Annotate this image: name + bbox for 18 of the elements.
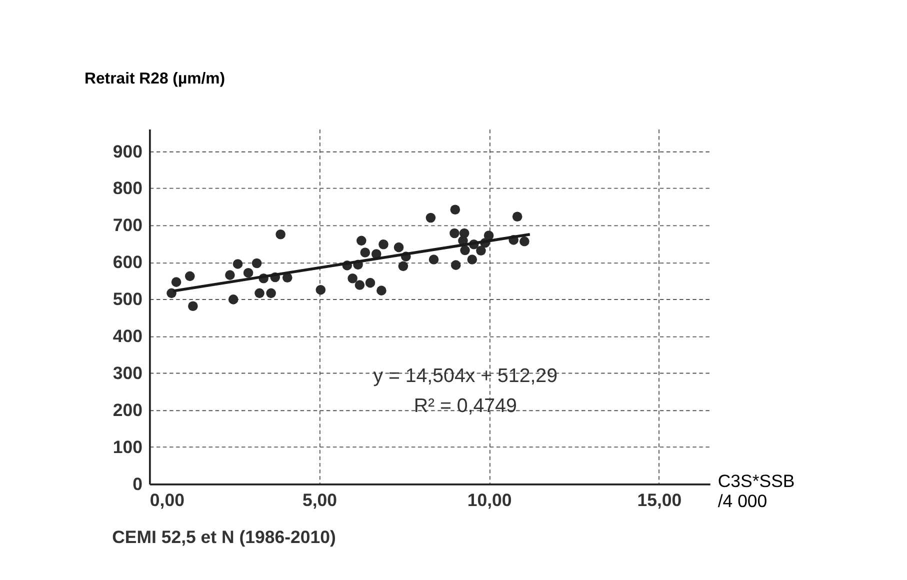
y-tick-label: 500 xyxy=(112,289,143,310)
x-tick-label: 10,00 xyxy=(467,490,512,510)
y-tick-label: 100 xyxy=(112,437,143,458)
y-tick-label: 300 xyxy=(112,363,143,384)
annotation: R² = 0,4749 xyxy=(414,395,517,418)
x-axis-title: C3S*SSB /4 000 xyxy=(718,471,795,511)
x-tick-label: 15,00 xyxy=(637,490,682,510)
y-tick-label: 0 xyxy=(132,474,143,494)
y-tick-label: 900 xyxy=(112,141,143,162)
y-tick-label: 200 xyxy=(112,400,143,420)
y-tick-label: 700 xyxy=(112,215,143,236)
x-tick-label: 5,00 xyxy=(302,490,338,510)
y-tick-label: 400 xyxy=(112,326,143,346)
text: CEMI 52,5 et N (1986-2010) xyxy=(112,526,336,547)
y-tick-label: 600 xyxy=(112,252,143,272)
y-tick-label: 800 xyxy=(112,178,143,198)
y-axis-title: Retrait R28 (µm/m) xyxy=(84,70,225,88)
x-tick-label: 0,00 xyxy=(150,490,185,510)
